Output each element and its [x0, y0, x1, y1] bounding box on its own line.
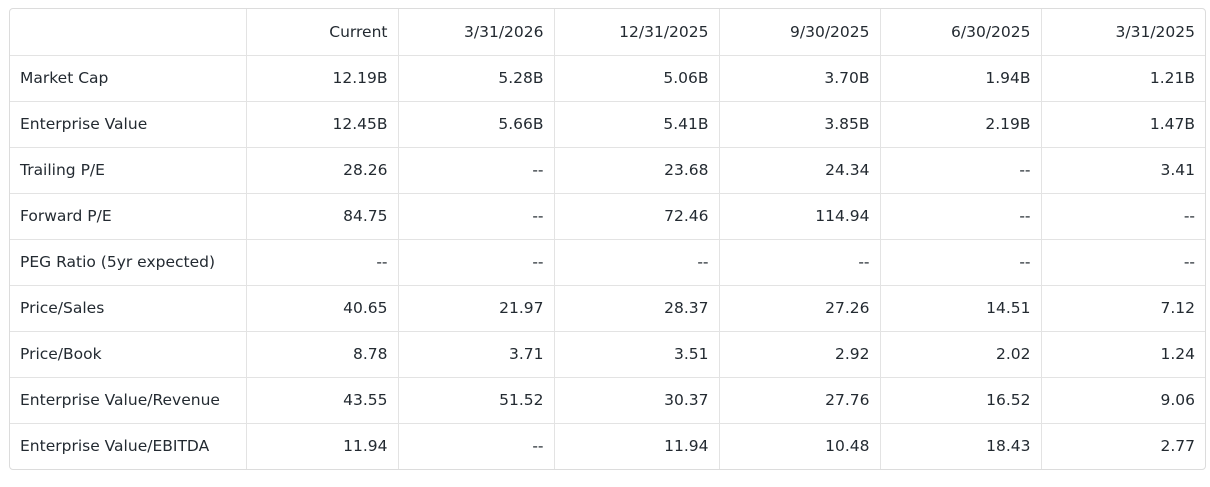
- cell: 5.06B: [553, 55, 720, 102]
- cell: 8.78: [245, 330, 399, 378]
- table-row: PEG Ratio (5yr expected) -- -- -- -- -- --: [10, 238, 1205, 286]
- cell: --: [1040, 238, 1205, 286]
- cell: 27.26: [718, 284, 881, 332]
- cell: 28.37: [553, 284, 720, 332]
- cell: 18.43: [879, 422, 1042, 469]
- column-header: 9/30/2025: [718, 9, 881, 56]
- cell: --: [397, 422, 555, 469]
- cell: 3.85B: [718, 100, 881, 148]
- cell: 30.37: [553, 376, 720, 424]
- cell: --: [879, 146, 1042, 194]
- table-row: Trailing P/E 28.26 -- 23.68 24.34 -- 3.41: [10, 146, 1205, 194]
- valuation-table-container: Current 3/31/2026 12/31/2025 9/30/2025 6/30/…: [9, 8, 1206, 470]
- cell: 27.76: [718, 376, 881, 424]
- cell: 3.51: [553, 330, 720, 378]
- table-row: Price/Book 8.78 3.71 3.51 2.92 2.02 1.24: [10, 330, 1205, 378]
- cell: 2.19B: [879, 100, 1042, 148]
- cell: 114.94: [718, 192, 881, 240]
- table-row: Market Cap 12.19B 5.28B 5.06B 3.70B 1.94B 1.21…: [10, 55, 1205, 102]
- valuation-table: Current 3/31/2026 12/31/2025 9/30/2025 6/30/…: [10, 9, 1205, 469]
- cell: 11.94: [245, 422, 399, 469]
- cell: 23.68: [553, 146, 720, 194]
- cell: 9.06: [1040, 376, 1205, 424]
- cell: 24.34: [718, 146, 881, 194]
- cell: 2.02: [879, 330, 1042, 378]
- cell: 2.77: [1040, 422, 1205, 469]
- cell: 5.28B: [397, 55, 555, 102]
- cell: 1.21B: [1040, 55, 1205, 102]
- table-row: Forward P/E 84.75 -- 72.46 114.94 -- --: [10, 192, 1205, 240]
- row-label: Enterprise Value/Revenue: [10, 376, 247, 424]
- cell: 84.75: [245, 192, 399, 240]
- cell: 3.41: [1040, 146, 1205, 194]
- table-row: Enterprise Value 12.45B 5.66B 5.41B 3.85B 2.1…: [10, 100, 1205, 148]
- cell: 14.51: [879, 284, 1042, 332]
- cell: --: [879, 238, 1042, 286]
- column-header: 6/30/2025: [879, 9, 1042, 56]
- column-header: Current: [245, 9, 399, 56]
- cell: --: [718, 238, 881, 286]
- corner-cell: [10, 9, 247, 56]
- cell: --: [553, 238, 720, 286]
- cell: --: [879, 192, 1042, 240]
- cell: 16.52: [879, 376, 1042, 424]
- header-row: Current 3/31/2026 12/31/2025 9/30/2025 6/30/…: [10, 9, 1205, 56]
- cell: 11.94: [553, 422, 720, 469]
- column-header: 12/31/2025: [553, 9, 720, 56]
- cell: 3.70B: [718, 55, 881, 102]
- cell: 28.26: [245, 146, 399, 194]
- table-row: Price/Sales 40.65 21.97 28.37 27.26 14.51 7.12: [10, 284, 1205, 332]
- column-header: 3/31/2025: [1040, 9, 1205, 56]
- row-label: Market Cap: [10, 55, 247, 102]
- row-label: PEG Ratio (5yr expected): [10, 238, 247, 286]
- column-header: 3/31/2026: [397, 9, 555, 56]
- cell: --: [245, 238, 399, 286]
- row-label: Price/Sales: [10, 284, 247, 332]
- cell: 12.45B: [245, 100, 399, 148]
- table-body: Market Cap 12.19B 5.28B 5.06B 3.70B 1.94B 1.21…: [10, 55, 1205, 469]
- cell: 1.47B: [1040, 100, 1205, 148]
- cell: 21.97: [397, 284, 555, 332]
- cell: 7.12: [1040, 284, 1205, 332]
- cell: 40.65: [245, 284, 399, 332]
- cell: 2.92: [718, 330, 881, 378]
- row-label: Enterprise Value/EBITDA: [10, 422, 247, 469]
- cell: --: [397, 146, 555, 194]
- row-label: Price/Book: [10, 330, 247, 378]
- cell: 12.19B: [245, 55, 399, 102]
- row-label: Trailing P/E: [10, 146, 247, 194]
- cell: --: [1040, 192, 1205, 240]
- row-label: Enterprise Value: [10, 100, 247, 148]
- cell: 1.94B: [879, 55, 1042, 102]
- cell: 1.24: [1040, 330, 1205, 378]
- cell: 5.41B: [553, 100, 720, 148]
- cell: 3.71: [397, 330, 555, 378]
- table-row: Enterprise Value/EBITDA 11.94 -- 11.94 10.48…: [10, 422, 1205, 469]
- cell: 5.66B: [397, 100, 555, 148]
- cell: 72.46: [553, 192, 720, 240]
- table-row: Enterprise Value/Revenue 43.55 51.52 30.37 2…: [10, 376, 1205, 424]
- cell: --: [397, 238, 555, 286]
- cell: 43.55: [245, 376, 399, 424]
- row-label: Forward P/E: [10, 192, 247, 240]
- cell: 51.52: [397, 376, 555, 424]
- cell: --: [397, 192, 555, 240]
- cell: 10.48: [718, 422, 881, 469]
